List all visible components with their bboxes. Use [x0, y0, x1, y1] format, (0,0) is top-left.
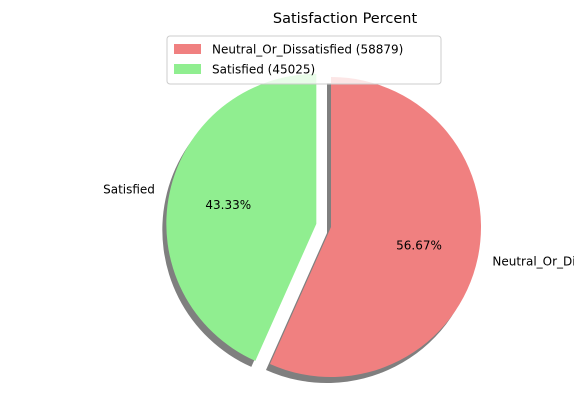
legend-swatch	[174, 64, 201, 74]
legend-frame	[166, 35, 442, 85]
slice-percent-label: 56.67%	[396, 239, 442, 253]
pie-slice-neutral-or-dissatisfied	[269, 77, 481, 377]
slice-category-label: Neutral_Or_Dissatisfied	[492, 254, 574, 268]
chart-title: Satisfaction Percent	[273, 11, 418, 27]
legend-swatch	[174, 44, 201, 54]
slice-category-label: Satisfied	[103, 183, 155, 197]
legend: Neutral_Or_Dissatisfied (58879) Satisfied…	[166, 35, 442, 85]
pie-slice-satisfied	[166, 73, 317, 361]
pie-slices	[166, 73, 481, 377]
slice-labels: 56.67% Neutral_Or_Dissatisfied 43.33% Satis…	[103, 183, 574, 269]
slice-percent-label: 43.33%	[205, 198, 251, 212]
legend-label: Neutral_Or_Dissatisfied (58879)	[212, 43, 403, 57]
legend-label: Satisfied (45025)	[212, 63, 315, 77]
